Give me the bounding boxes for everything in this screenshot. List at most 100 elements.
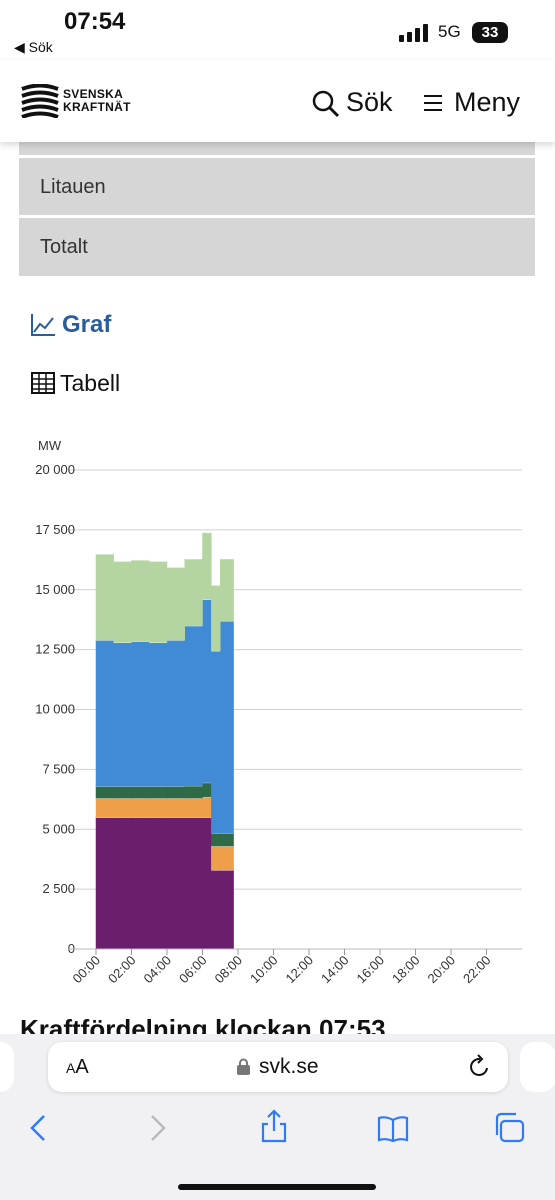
area-segment bbox=[149, 642, 168, 787]
x-tick-label: 16:00 bbox=[354, 953, 388, 987]
x-tick-label: 20:00 bbox=[425, 953, 459, 987]
area-segment bbox=[211, 832, 221, 847]
network-type: 5G bbox=[438, 22, 461, 41]
area-segment bbox=[166, 817, 185, 950]
tabs-button[interactable] bbox=[495, 1112, 525, 1143]
area-segment bbox=[202, 532, 212, 600]
area-segment bbox=[113, 797, 132, 818]
area-segment bbox=[220, 558, 234, 622]
x-tick-label: 04:00 bbox=[141, 953, 175, 987]
site-header: SVENSKA KRAFTNÄT Sök Meny bbox=[0, 60, 555, 142]
battery: 33 bbox=[472, 22, 508, 43]
share-button[interactable] bbox=[261, 1109, 287, 1143]
y-tick-label: 5 000 bbox=[42, 821, 75, 836]
search-icon bbox=[312, 90, 340, 118]
x-tick-label: 10:00 bbox=[247, 953, 281, 987]
area-segment bbox=[95, 553, 114, 641]
logo-line: KRAFTNÄT bbox=[63, 100, 131, 114]
area-segment bbox=[220, 832, 234, 847]
area-segment bbox=[220, 845, 234, 871]
menu-icon bbox=[424, 95, 442, 111]
y-tick-label: 10 000 bbox=[35, 702, 75, 717]
area-segment bbox=[211, 845, 221, 871]
status-time: 07:54 bbox=[64, 8, 126, 35]
x-tick-label: 08:00 bbox=[212, 953, 246, 987]
area-segment bbox=[95, 817, 114, 950]
logo-mark bbox=[21, 84, 59, 118]
logo-text[interactable]: SVENSKA KRAFTNÄT bbox=[63, 88, 131, 114]
y-axis-label: MW bbox=[38, 438, 62, 453]
area-segment bbox=[211, 584, 221, 652]
area-segment bbox=[149, 797, 168, 818]
area-segment bbox=[184, 817, 203, 950]
graph-icon bbox=[31, 314, 55, 336]
area-segment bbox=[166, 797, 185, 818]
area-segment bbox=[184, 797, 203, 818]
area-segment bbox=[184, 558, 203, 626]
area-segment bbox=[113, 642, 132, 787]
area-segment bbox=[131, 640, 150, 787]
graph-tab[interactable]: Graf bbox=[62, 311, 112, 338]
list-row[interactable] bbox=[19, 140, 535, 155]
y-tick-label: 12 500 bbox=[35, 642, 75, 657]
signal-icon bbox=[399, 24, 428, 42]
area-segment bbox=[113, 817, 132, 950]
area-segment bbox=[184, 785, 203, 799]
area-segment bbox=[131, 817, 150, 950]
area-segment bbox=[149, 817, 168, 950]
back-to-app[interactable]: ◀ Sök bbox=[14, 39, 53, 55]
area-segment bbox=[149, 560, 168, 643]
x-tick-label: 22:00 bbox=[460, 953, 494, 987]
back-button[interactable] bbox=[30, 1115, 45, 1141]
next-tab[interactable] bbox=[520, 1042, 555, 1092]
content: Litauen Totalt bbox=[0, 140, 555, 560]
area-segment bbox=[166, 566, 185, 641]
address-bar[interactable] bbox=[48, 1042, 508, 1092]
url: svk.se bbox=[259, 1055, 319, 1078]
area-segment bbox=[131, 559, 150, 642]
x-tick-label: 12:00 bbox=[283, 953, 317, 987]
area-segment bbox=[113, 785, 132, 799]
area-segment bbox=[202, 599, 212, 783]
x-tick-label: 00:00 bbox=[70, 953, 104, 987]
area-segment bbox=[166, 639, 185, 787]
nav-icons bbox=[30, 1109, 525, 1143]
prev-tab[interactable] bbox=[0, 1042, 14, 1092]
area-segment bbox=[220, 869, 234, 950]
row-label: Litauen bbox=[40, 176, 106, 198]
area-segment bbox=[166, 785, 185, 799]
home-indicator bbox=[178, 1184, 376, 1190]
table-tab[interactable]: Tabell bbox=[60, 370, 121, 396]
forward-button[interactable] bbox=[151, 1115, 166, 1141]
x-tick-label: 14:00 bbox=[318, 953, 352, 987]
x-tick-label: 06:00 bbox=[176, 953, 210, 987]
area-segment bbox=[184, 625, 203, 786]
bookmarks-button[interactable] bbox=[377, 1116, 409, 1143]
area-segment bbox=[95, 785, 114, 799]
list-row[interactable]: Litauen bbox=[19, 158, 535, 215]
text-size-button[interactable]: AA bbox=[66, 1056, 89, 1078]
area-segment bbox=[113, 560, 132, 643]
area-segment bbox=[131, 797, 150, 818]
area-segment bbox=[211, 869, 221, 950]
x-tick-label: 02:00 bbox=[105, 953, 139, 987]
area-segment bbox=[131, 785, 150, 799]
area-segment bbox=[95, 639, 114, 787]
logo-line: SVENSKA bbox=[63, 87, 124, 101]
menu-button[interactable]: Meny bbox=[454, 87, 521, 117]
list-row[interactable]: Totalt bbox=[19, 218, 535, 276]
lock-icon bbox=[237, 1058, 250, 1075]
y-tick-label: 17 500 bbox=[35, 522, 75, 537]
y-tick-label: 20 000 bbox=[35, 462, 75, 477]
row-label: Totalt bbox=[40, 236, 88, 258]
area-segment bbox=[202, 796, 212, 818]
search-button[interactable]: Sök bbox=[346, 87, 393, 117]
reload-button[interactable] bbox=[468, 1054, 492, 1080]
x-tick-label: 18:00 bbox=[389, 953, 423, 987]
y-tick-label: 15 000 bbox=[35, 582, 75, 597]
area-segment bbox=[95, 797, 114, 818]
area-segment bbox=[202, 817, 212, 950]
area-segment bbox=[149, 785, 168, 799]
